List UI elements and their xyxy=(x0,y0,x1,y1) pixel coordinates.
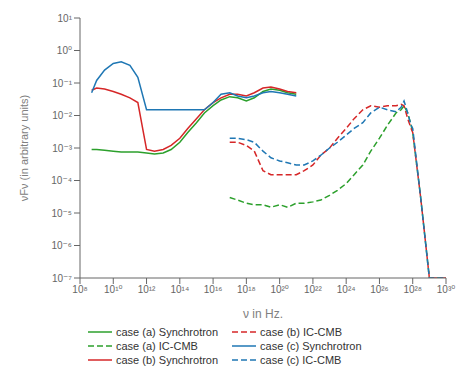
svg-text:10⁻²: 10⁻² xyxy=(52,110,72,121)
svg-text:10⁻⁵: 10⁻⁵ xyxy=(51,208,72,219)
svg-text:10¹: 10¹ xyxy=(58,13,73,24)
svg-text:10⁻³: 10⁻³ xyxy=(52,143,72,154)
svg-text:10¹⁰: 10¹⁰ xyxy=(104,284,122,295)
svg-text:10⁸: 10⁸ xyxy=(72,284,87,295)
svg-text:νFν (in arbitrary units): νFν (in arbitrary units) xyxy=(18,95,30,201)
html-text:case (a) Synchrotron: case (a) Synchrotron xyxy=(116,326,219,338)
svg-text:10²⁸: 10²⁸ xyxy=(403,284,422,295)
svg-text:10⁻¹: 10⁻¹ xyxy=(52,78,72,89)
svg-text:10¹⁸: 10¹⁸ xyxy=(237,284,256,295)
svg-text:10²⁶: 10²⁶ xyxy=(370,284,389,295)
svg-text:10³⁰: 10³⁰ xyxy=(437,284,455,295)
svg-text:10⁻⁷: 10⁻⁷ xyxy=(52,273,72,284)
html-text:case (c) Synchrotron: case (c) Synchrotron xyxy=(260,340,362,352)
html-text:case (b) Synchrotron: case (b) Synchrotron xyxy=(116,354,219,366)
svg-text:10¹⁶: 10¹⁶ xyxy=(204,284,223,295)
svg-text:10⁻⁶: 10⁻⁶ xyxy=(51,240,72,251)
html-text:case (c) IC-CMB: case (c) IC-CMB xyxy=(260,354,342,366)
html-text:case (a) IC-CMB: case (a) IC-CMB xyxy=(116,340,198,352)
svg-text:ν in Hz.: ν in Hz. xyxy=(243,307,283,321)
svg-text:10²⁴: 10²⁴ xyxy=(337,284,356,295)
svg-text:10²⁰: 10²⁰ xyxy=(270,284,288,295)
svg-text:10¹²: 10¹² xyxy=(138,284,156,295)
svg-text:10⁰: 10⁰ xyxy=(57,45,72,56)
svg-text:10¹⁴: 10¹⁴ xyxy=(170,284,189,295)
html-text:case (b) IC-CMB: case (b) IC-CMB xyxy=(260,326,342,338)
svg-text:10²²: 10²² xyxy=(304,284,322,295)
svg-text:10⁻⁴: 10⁻⁴ xyxy=(51,175,72,186)
